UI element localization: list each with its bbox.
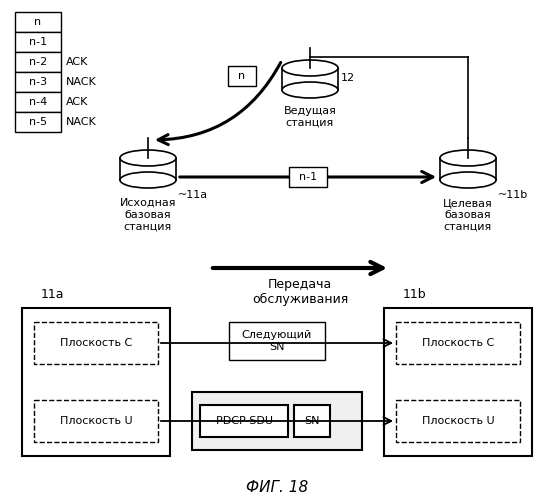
Text: Следующий
SN: Следующий SN	[242, 330, 312, 352]
Text: n-3: n-3	[29, 77, 47, 87]
Bar	[15, 32, 61, 52]
Polygon shape	[440, 158, 496, 180]
Bar	[22, 308, 170, 456]
Bar	[294, 405, 330, 437]
Ellipse shape	[120, 150, 176, 166]
Text: Передача
обслуживания: Передача обслуживания	[252, 278, 348, 306]
Bar	[15, 112, 61, 132]
Text: n-1: n-1	[299, 172, 317, 182]
Text: ~11b: ~11b	[498, 190, 529, 200]
Ellipse shape	[440, 172, 496, 188]
Text: PDCP SDU: PDCP SDU	[216, 416, 273, 426]
Text: SN: SN	[304, 416, 320, 426]
Text: Плоскость U: Плоскость U	[422, 416, 494, 426]
Bar	[396, 400, 520, 442]
Polygon shape	[120, 158, 176, 180]
Text: Исходная
базовая
станция: Исходная базовая станция	[120, 198, 176, 231]
Bar	[229, 322, 325, 360]
Ellipse shape	[440, 150, 496, 166]
Bar	[200, 405, 288, 437]
Bar	[34, 400, 158, 442]
Text: 11b: 11b	[402, 288, 426, 300]
Text: n-5: n-5	[29, 117, 47, 127]
FancyArrowPatch shape	[158, 62, 281, 144]
Text: NACK: NACK	[66, 77, 97, 87]
Text: 11a: 11a	[40, 288, 64, 300]
Polygon shape	[282, 68, 338, 90]
Text: 12: 12	[341, 73, 355, 83]
Text: Целевая
базовая
станция: Целевая базовая станция	[443, 198, 493, 231]
Text: n-2: n-2	[29, 57, 47, 67]
Text: Плоскость C: Плоскость C	[422, 338, 494, 348]
Text: n: n	[34, 17, 42, 27]
Text: n-4: n-4	[29, 97, 47, 107]
Bar	[228, 66, 256, 86]
Text: ~11a: ~11a	[178, 190, 208, 200]
Bar	[384, 308, 532, 456]
Bar	[15, 72, 61, 92]
Text: n: n	[238, 71, 245, 81]
Bar	[15, 12, 61, 32]
Ellipse shape	[282, 60, 338, 76]
Text: ACK: ACK	[66, 57, 89, 67]
Bar	[396, 322, 520, 364]
Ellipse shape	[120, 172, 176, 188]
Bar	[289, 167, 327, 187]
Text: ФИГ. 18: ФИГ. 18	[246, 480, 308, 496]
Bar	[15, 52, 61, 72]
Ellipse shape	[282, 82, 338, 98]
Bar	[192, 392, 362, 450]
Text: n-1: n-1	[29, 37, 47, 47]
Bar	[34, 322, 158, 364]
Text: Плоскость U: Плоскость U	[60, 416, 132, 426]
Text: Плоскость C: Плоскость C	[60, 338, 132, 348]
Text: ACK: ACK	[66, 97, 89, 107]
Text: NACK: NACK	[66, 117, 97, 127]
Text: Ведущая
станция: Ведущая станция	[284, 106, 336, 128]
Bar	[15, 92, 61, 112]
